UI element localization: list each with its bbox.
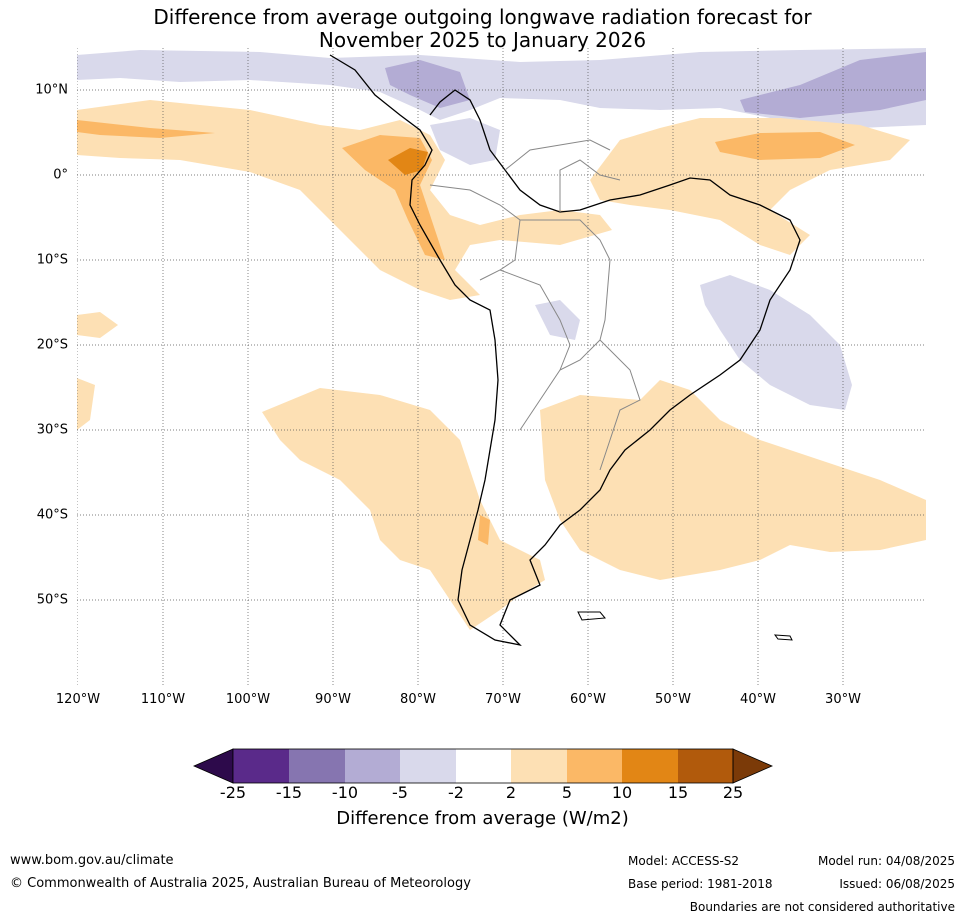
colorbar-tick: -15 [275, 783, 303, 802]
colorbar-swatch [400, 749, 456, 783]
coastline [329, 54, 801, 647]
colorbar-label: Difference from average (W/m2) [336, 808, 629, 829]
positive-anomaly-small-1 [77, 312, 118, 338]
issued-text: Issued: 06/08/2025 [839, 877, 955, 891]
lat-label: 30°S [36, 422, 68, 438]
map-title-line2: November 2025 to January 2026 [318, 28, 647, 52]
lon-label: 100°W [225, 692, 271, 707]
lon-label: 30°W [825, 692, 861, 707]
lon-label: 120°W [55, 692, 101, 707]
positive-anomaly-southeast-pacific [262, 388, 545, 630]
colorbar-extend-high [732, 748, 774, 784]
colorbar-tick: -25 [219, 783, 247, 802]
colorbar-swatch [678, 749, 733, 783]
colorbar-swatch [567, 749, 622, 783]
lat-label: 10°N [35, 82, 68, 98]
negative-anomaly-brazil [700, 275, 852, 410]
colorbar-swatch [511, 749, 567, 783]
colorbar-tick: 25 [722, 783, 744, 802]
colorbar-swatch [345, 749, 400, 783]
colorbar-tick: 10 [611, 783, 633, 802]
positive-anomaly-pacific-5 [77, 120, 215, 138]
negative-anomaly-bolivia [535, 300, 580, 340]
positive-anomaly-pacific [77, 100, 612, 300]
copyright-text: © Commonwealth of Australia 2025, Austra… [10, 876, 471, 891]
colorbar-swatch [622, 749, 678, 783]
colorbar-tick: 5 [561, 783, 573, 802]
colorbar-tick: 15 [667, 783, 689, 802]
negative-anomaly-caribbean [385, 60, 470, 108]
lat-label: 20°S [36, 337, 68, 353]
disclaimer-text: Boundaries are not considered authoritat… [689, 900, 955, 914]
colorbar-extend-low [192, 748, 234, 784]
positive-anomaly-atlantic-5 [715, 132, 855, 160]
islands [577, 611, 793, 641]
lat-label: 50°S [36, 592, 68, 608]
lon-label: 50°W [655, 692, 691, 707]
colorbar-swatch [233, 749, 289, 783]
lon-label: 90°W [315, 692, 351, 707]
website-link[interactable]: www.bom.gov.au/climate [10, 853, 174, 868]
negative-anomaly-colombia [430, 118, 500, 165]
base-period-text: Base period: 1981-2018 [628, 877, 773, 891]
lat-label: 0° [53, 167, 68, 183]
model-text: Model: ACCESS-S2 [628, 854, 740, 868]
map-title-line1: Difference from average outgoing longwav… [153, 5, 812, 29]
lon-label: 110°W [140, 692, 186, 707]
colorbar-swatch [289, 749, 345, 783]
colorbar-tick: -5 [392, 783, 408, 802]
lat-label: 10°S [36, 252, 68, 268]
colorbar-tick: 2 [505, 783, 517, 802]
negative-anomaly-north [77, 48, 926, 128]
colorbar-tick: -10 [331, 783, 359, 802]
colorbar [192, 748, 774, 784]
anomaly-field [77, 48, 926, 685]
model-run-text: Model run: 04/08/2025 [817, 854, 955, 868]
colorbar-swatch [456, 749, 511, 783]
lat-label: 40°S [36, 507, 68, 523]
gridlines [77, 48, 926, 685]
positive-anomaly-southwest-atlantic [540, 380, 926, 580]
negative-anomaly-atlantic [740, 52, 926, 118]
lon-label: 80°W [400, 692, 436, 707]
country-borders [429, 139, 641, 471]
lon-label: 70°W [485, 692, 521, 707]
lon-label: 40°W [740, 692, 776, 707]
positive-anomaly-small-2 [77, 378, 95, 430]
colorbar-tick: -2 [448, 783, 464, 802]
lon-label: 60°W [570, 692, 606, 707]
positive-anomaly-patagonia-5 [478, 515, 490, 545]
